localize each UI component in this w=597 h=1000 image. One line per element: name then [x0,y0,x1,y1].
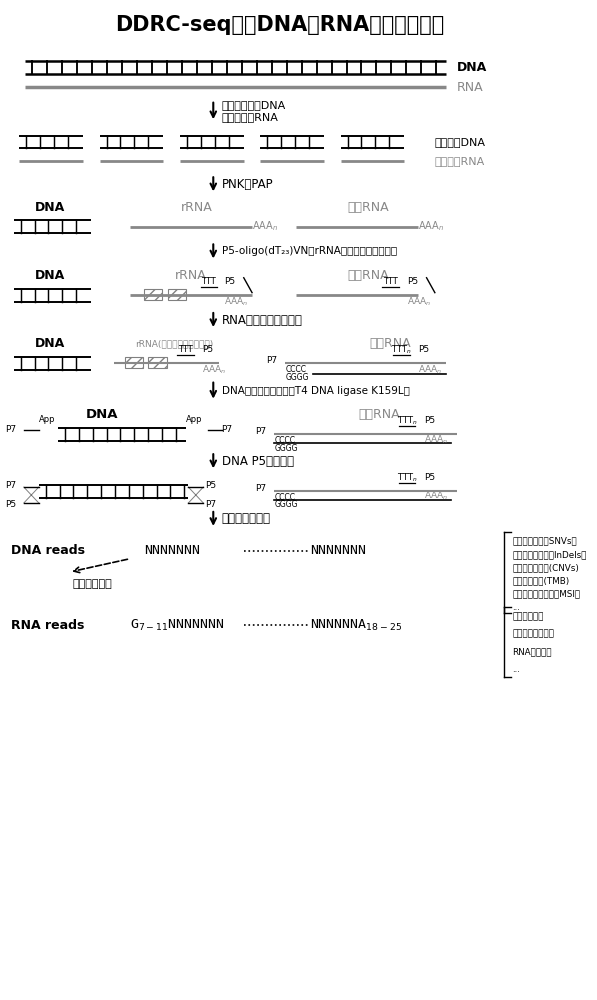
Bar [125,357,143,368]
Text: DNA reads: DNA reads [11,544,85,557]
Text: AAA$_n$: AAA$_n$ [407,296,432,308]
Text: DNA P5接头连接: DNA P5接头连接 [221,455,294,468]
Text: P5-oligo(dT₂₃)VN和rRNA逆转录阻碍探针退火: P5-oligo(dT₂₃)VN和rRNA逆转录阻碍探针退火 [221,246,397,256]
Text: 未知病原检测: 未知病原检测 [72,579,112,589]
Text: App: App [39,415,56,424]
Text: GGGG: GGGG [274,500,298,509]
Text: NNNNNNA$_{18-25}$: NNNNNNA$_{18-25}$ [310,618,402,633]
Text: P5: P5 [205,481,216,490]
Bar [168,289,186,300]
Text: rRNA: rRNA [176,269,207,282]
Text: RNA: RNA [457,81,484,94]
Text: P7: P7 [255,427,266,436]
Text: GGGG: GGGG [274,444,298,453]
Text: 文库扩增及测序: 文库扩增及测序 [221,512,270,525]
Text: TTT: TTT [201,277,216,286]
Text: AAA$_n$: AAA$_n$ [224,296,248,308]
Text: 其他RNA: 其他RNA [347,269,389,282]
Text: TTT$_n$: TTT$_n$ [397,471,417,484]
Text: DNA: DNA [35,269,65,282]
Text: CCCC: CCCC [274,493,296,502]
Text: P7: P7 [5,481,17,490]
Text: AAA$_n$: AAA$_n$ [418,364,442,376]
Text: TTT$_n$: TTT$_n$ [391,344,412,356]
Text: 其他RNA: 其他RNA [370,337,411,350]
Text: rRNA(无法逆转录而被去除): rRNA(无法逆转录而被去除) [136,339,214,348]
Text: P5: P5 [202,345,213,354]
Text: P7: P7 [266,356,277,365]
Text: NNNNNNN: NNNNNNN [144,544,200,557]
Text: DNA: DNA [35,201,65,214]
Text: 片段化的DNA: 片段化的DNA [435,137,486,147]
Text: 插入或缺失变异（InDels）: 插入或缺失变异（InDels） [512,550,587,559]
Text: NNNNNNN: NNNNNNN [310,544,366,557]
Text: RNA逆转录和模板转换: RNA逆转录和模板转换 [221,314,303,327]
Text: TTT: TTT [383,277,398,286]
Bar [149,357,167,368]
Text: ...: ... [512,603,521,612]
Text: 片段化的RNA: 片段化的RNA [435,156,485,166]
Text: P7: P7 [221,425,233,434]
Text: ...: ... [512,665,521,674]
Text: G$_{7-11}$NNNNNNN: G$_{7-11}$NNNNNNN [130,618,224,633]
Text: rRNA: rRNA [181,201,213,214]
Text: AAA$_n$: AAA$_n$ [418,220,444,233]
Text: TTT$_n$: TTT$_n$ [397,415,417,427]
Bar [144,289,162,300]
Text: 肿瘤突变负荷(TMB): 肿瘤突变负荷(TMB) [512,576,570,585]
Text: AAA$_n$: AAA$_n$ [424,490,448,502]
Text: TTT: TTT [179,345,193,354]
Text: P5: P5 [424,416,435,425]
Text: 融合基因检测: 融合基因检测 [512,612,544,621]
Text: 单核苷酸变异（SNVs）: 单核苷酸变异（SNVs） [512,537,577,546]
Text: 基因表达水平检测: 基因表达水平检测 [512,630,555,639]
Text: GGGG: GGGG [285,373,309,382]
Text: DDRC-seq用于DNA和RNA共建库示意图: DDRC-seq用于DNA和RNA共建库示意图 [115,15,444,35]
Text: P5: P5 [5,500,17,509]
Text: P5: P5 [424,473,435,482]
Text: CCCC: CCCC [285,365,306,374]
Text: CCCC: CCCC [274,436,296,445]
Text: AAA$_n$: AAA$_n$ [424,433,448,446]
Text: 其他RNA: 其他RNA [347,201,389,214]
Text: AAA$_n$: AAA$_n$ [252,220,278,233]
Text: DNA: DNA [457,61,487,74]
Text: App: App [186,415,202,424]
Text: P7: P7 [205,500,216,509]
Text: P7: P7 [255,484,266,493]
Text: 基因拷贝数变异(CNVs): 基因拷贝数变异(CNVs) [512,563,579,572]
Text: DNA: DNA [35,337,65,350]
Text: RNA reads: RNA reads [11,619,84,632]
Text: PNK、PAP: PNK、PAP [221,178,273,191]
Text: DNA平末端接头连接（T4 DNA ligase K159L）: DNA平末端接头连接（T4 DNA ligase K159L） [221,386,410,396]
Text: P7: P7 [5,425,17,434]
Text: P5: P5 [224,277,235,286]
Text: 其他RNA: 其他RNA [359,408,400,421]
Text: P5: P5 [407,277,418,286]
Text: RNA剪接检测: RNA剪接检测 [512,647,552,656]
Text: AAA$_n$: AAA$_n$ [202,364,226,376]
Text: P5: P5 [418,345,429,354]
Text: 微卫星不稳定位点（MSI）: 微卫星不稳定位点（MSI） [512,589,580,598]
Text: DNA: DNA [86,408,119,421]
Text: 核酸酶片段化DNA
高温片段化RNA: 核酸酶片段化DNA 高温片段化RNA [221,100,286,122]
